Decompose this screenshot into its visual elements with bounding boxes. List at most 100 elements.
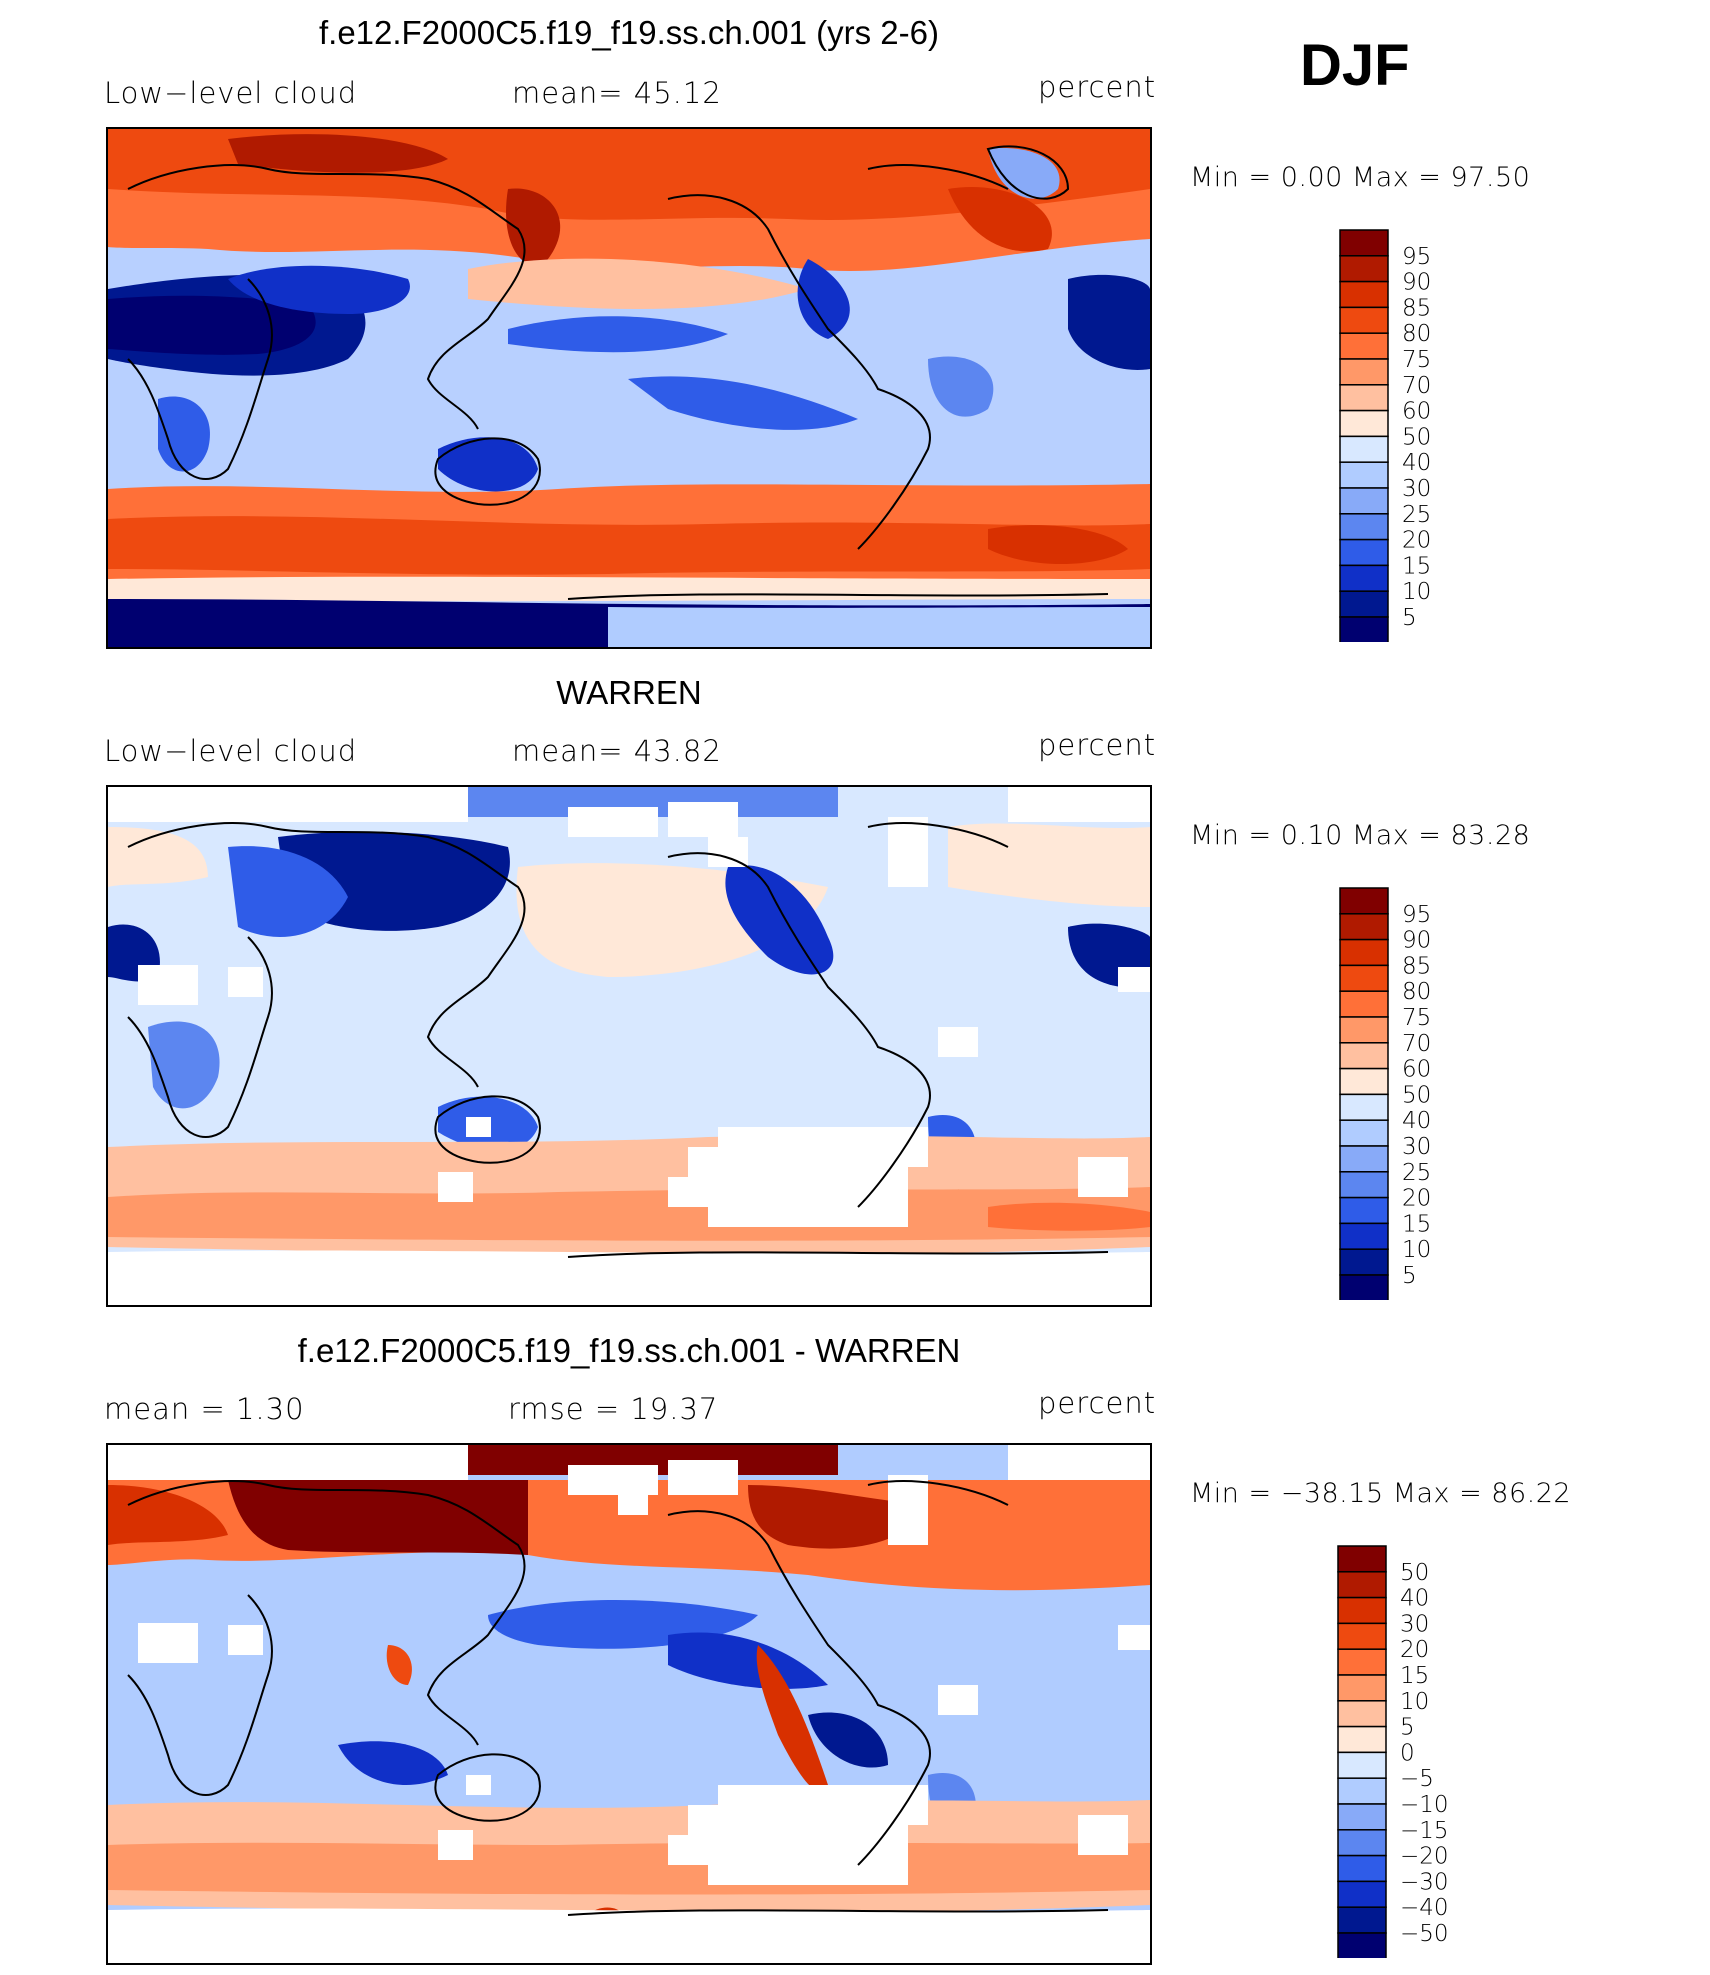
colorbar-swatch [1337, 1751, 1387, 1779]
colorbar-swatch [1337, 1545, 1387, 1573]
colorbar-swatch [1339, 538, 1389, 567]
colorbar-swatch [1339, 409, 1389, 438]
colorbar-swatch [1339, 1196, 1389, 1225]
colorbar-tick-label: 40 [1400, 1586, 1429, 1612]
panel1-variable-label: Low−level cloud [104, 76, 358, 110]
panel1-title: f.e12.F2000C5.f19_f19.ss.ch.001 (yrs 2-6… [318, 14, 939, 51]
colorbar-swatch [1339, 1222, 1389, 1250]
colorbar-tick-label: −10 [1400, 1792, 1449, 1818]
panel1-minmax: Min = 0.00 Max = 97.50 [1190, 162, 1531, 193]
colorbar-swatch [1339, 1067, 1389, 1096]
colorbar-swatch [1339, 1145, 1389, 1173]
colorbar-tick-label: 90 [1402, 270, 1431, 296]
colorbar-swatch [1337, 1596, 1387, 1625]
colorbar-swatch [1337, 1674, 1387, 1702]
colorbar-swatch [1337, 1880, 1387, 1908]
colorbar-swatch [1337, 1622, 1387, 1650]
colorbar-tick-label: 15 [1402, 1211, 1431, 1237]
colorbar-tick-label: 75 [1402, 347, 1431, 373]
colorbar-swatch [1337, 1932, 1387, 1958]
colorbar-swatch [1337, 1829, 1387, 1857]
colorbar-tick-label: 70 [1402, 1031, 1431, 1057]
colorbar-tick-label: 5 [1402, 1263, 1417, 1289]
colorbar-swatch [1339, 1042, 1389, 1070]
colorbar-tick-label: 60 [1402, 1057, 1431, 1083]
colorbar-swatch [1337, 1854, 1387, 1883]
colorbar-tick-label: 85 [1402, 295, 1431, 321]
colorbar-tick-label: 10 [1400, 1689, 1429, 1715]
panel2-variable-label: Low−level cloud [104, 734, 358, 768]
panel2-units-label: percent [1038, 728, 1157, 762]
colorbar-swatch [1339, 616, 1389, 642]
colorbar-tick-label: 30 [1400, 1611, 1429, 1637]
colorbar-swatch [1339, 1248, 1389, 1276]
colorbar-tick-label: 25 [1402, 502, 1431, 528]
panel1-colorbar: 95 90 85 80 75 70 60 50 40 30 25 20 15 10 5 [1338, 228, 1458, 642]
colorbar-swatch [1339, 938, 1389, 967]
colorbar-swatch [1339, 384, 1389, 412]
colorbar-swatch [1337, 1725, 1387, 1754]
colorbar-swatch [1339, 487, 1389, 515]
colorbar-swatch [1339, 1274, 1389, 1300]
colorbar-tick-label: −30 [1400, 1869, 1449, 1895]
colorbar-tick-label: 95 [1402, 244, 1431, 270]
colorbar-swatch [1339, 887, 1389, 915]
panel1-units-label: percent [1038, 70, 1157, 104]
colorbar-tick-label: 15 [1402, 553, 1431, 579]
colorbar-swatch [1339, 280, 1389, 309]
colorbar-swatch [1339, 564, 1389, 592]
colorbar-tick-label: 80 [1402, 321, 1431, 347]
colorbar-swatch [1339, 590, 1389, 618]
panel2-mean-label: mean= 43.82 [512, 734, 722, 768]
colorbar-tick-label: −15 [1400, 1818, 1449, 1844]
colorbar-tick-label: 30 [1402, 1134, 1431, 1160]
colorbar-tick-label: 60 [1402, 399, 1431, 425]
colorbar-swatch [1339, 1093, 1389, 1121]
colorbar-tick-label: 10 [1402, 1237, 1431, 1263]
colorbar-tick-label: −5 [1400, 1766, 1434, 1792]
colorbar-swatch [1339, 229, 1389, 257]
colorbar-swatch [1339, 1171, 1389, 1199]
colorbar-swatch [1339, 255, 1389, 283]
colorbar-tick-label: 5 [1402, 605, 1417, 631]
panel3-rmse-label: rmse = 19.37 [508, 1392, 719, 1426]
colorbar-swatch [1339, 358, 1389, 386]
colorbar-tick-label: −40 [1400, 1895, 1449, 1921]
panel1-mean-label: mean= 45.12 [512, 76, 722, 110]
colorbar-tick-label: 5 [1400, 1715, 1415, 1741]
colorbar-tick-label: 25 [1402, 1160, 1431, 1186]
colorbar-swatch [1339, 1119, 1389, 1147]
colorbar-tick-label: −20 [1400, 1844, 1449, 1870]
panel2-colorbar: 95 90 85 80 75 70 60 50 40 30 25 20 15 10 5 [1338, 886, 1458, 1300]
panel3-map [106, 1443, 1152, 1965]
colorbar-tick-label: 20 [1400, 1637, 1429, 1663]
colorbar-tick-label: 10 [1402, 579, 1431, 605]
colorbar-swatch [1339, 964, 1389, 992]
panel3-units-label: percent [1038, 1386, 1157, 1420]
colorbar-tick-label: 85 [1402, 953, 1431, 979]
colorbar-swatch [1339, 306, 1389, 334]
colorbar-tick-label: 80 [1402, 979, 1431, 1005]
panel3-mean-label: mean = 1.30 [104, 1392, 305, 1426]
colorbar-tick-label: 40 [1402, 450, 1431, 476]
panel2-minmax: Min = 0.10 Max = 83.28 [1190, 820, 1531, 851]
colorbar-tick-label: 75 [1402, 1005, 1431, 1031]
colorbar-swatch [1339, 1016, 1389, 1044]
panel3-minmax: Min = −38.15 Max = 86.22 [1190, 1478, 1572, 1509]
panel2-title: WARREN [556, 674, 702, 711]
colorbar-swatch [1337, 1700, 1387, 1728]
colorbar-swatch [1339, 990, 1389, 1018]
colorbar-tick-label: 95 [1402, 902, 1431, 928]
colorbar-tick-label: 50 [1400, 1560, 1429, 1586]
colorbar-tick-label: 20 [1402, 528, 1431, 554]
panel2-map [106, 785, 1152, 1307]
panel3-colorbar: 50 40 30 20 15 10 5 0 −5 −10 −15 −20 −30 −40 −50 [1336, 1544, 1466, 1958]
colorbar-tick-label: 40 [1402, 1108, 1431, 1134]
colorbar-tick-label: 20 [1402, 1186, 1431, 1212]
colorbar-tick-label: −50 [1400, 1921, 1449, 1947]
colorbar-swatch [1337, 1777, 1387, 1805]
colorbar-swatch [1337, 1906, 1387, 1934]
